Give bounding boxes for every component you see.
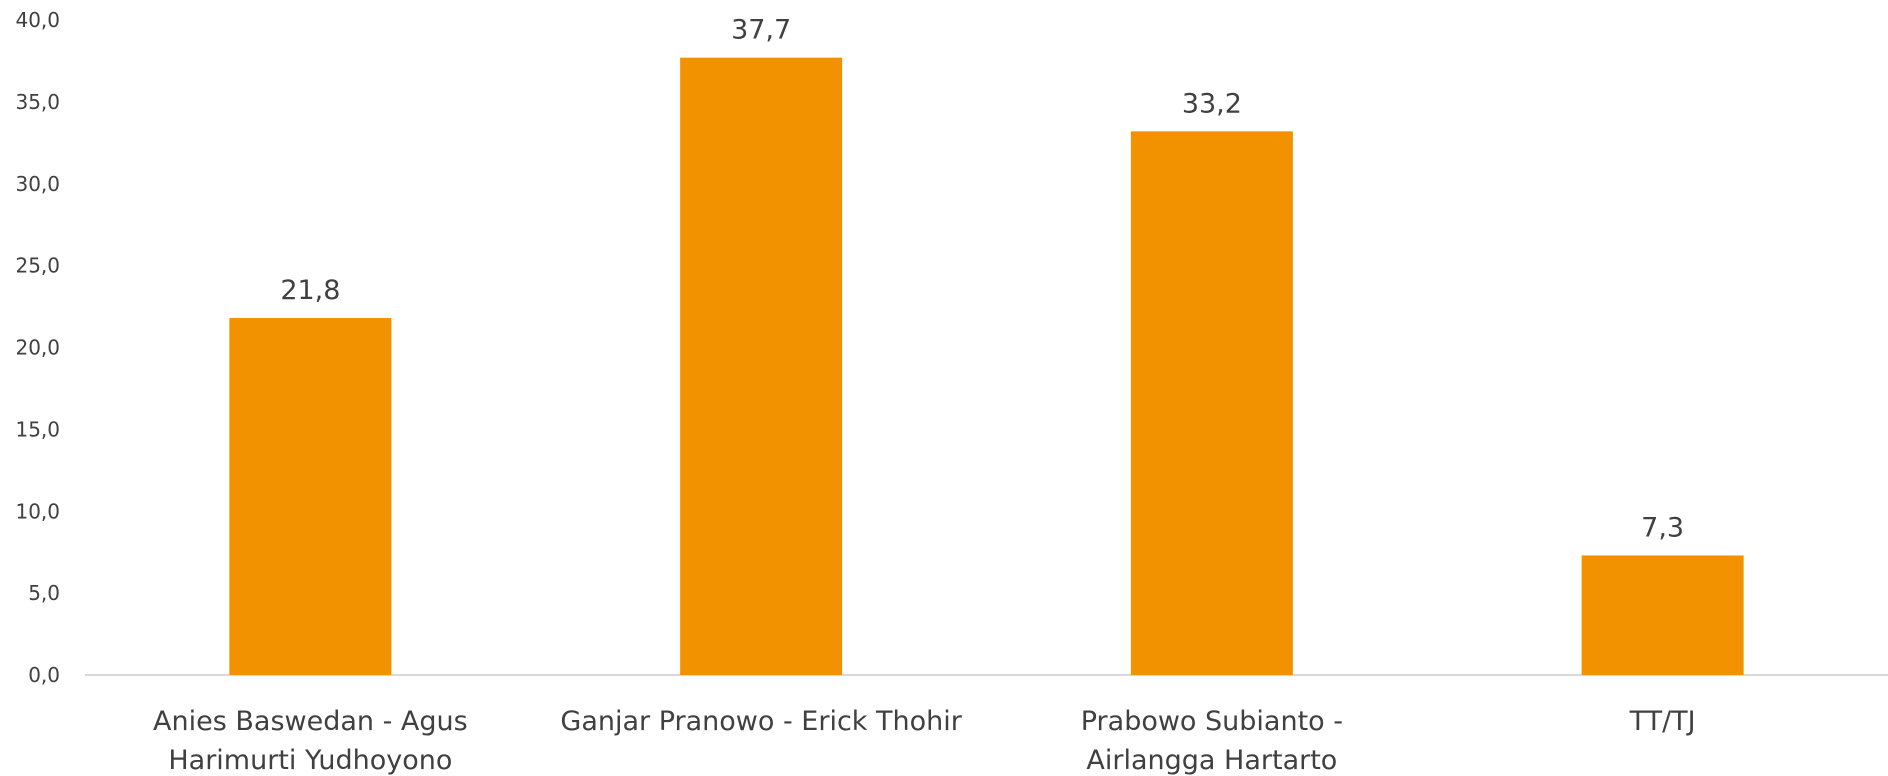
- category-label-line: Harimurti Yudhoyono: [168, 745, 452, 776]
- data-label: 7,3: [1641, 512, 1684, 543]
- y-tick-label: 30,0: [15, 172, 60, 196]
- y-tick-label: 5,0: [28, 581, 60, 605]
- bar: [1581, 555, 1744, 675]
- bar: [1130, 131, 1293, 676]
- y-tick-label: 10,0: [15, 499, 60, 523]
- y-tick-label: 20,0: [15, 336, 60, 360]
- data-label: 21,8: [280, 275, 340, 306]
- bar: [680, 57, 843, 676]
- category-label-line: Prabowo Subianto -: [1081, 706, 1343, 737]
- y-tick-label: 15,0: [15, 417, 60, 441]
- category-label: Prabowo Subianto - Airlangga Hartarto: [1081, 706, 1343, 776]
- data-label: 37,7: [731, 15, 791, 46]
- data-label: 33,2: [1182, 88, 1242, 119]
- category-label: Ganjar Pranowo - Erick Thohir: [560, 706, 962, 737]
- y-tick-label: 40,0: [15, 8, 60, 32]
- y-tick-label: 35,0: [15, 90, 60, 114]
- bar: [229, 318, 392, 675]
- y-tick-label: 0,0: [28, 663, 60, 687]
- category-label: TT/TJ: [1629, 706, 1696, 737]
- category-label-line: Ganjar Pranowo - Erick Thohir: [560, 706, 962, 737]
- category-label-line: Airlangga Hartarto: [1086, 745, 1337, 776]
- y-tick-label: 25,0: [15, 254, 60, 278]
- category-label-line: TT/TJ: [1629, 706, 1696, 737]
- category-label-line: Anies Baswedan - Agus: [153, 706, 468, 737]
- category-label: Anies Baswedan - Agus Harimurti Yudhoyono: [153, 706, 468, 776]
